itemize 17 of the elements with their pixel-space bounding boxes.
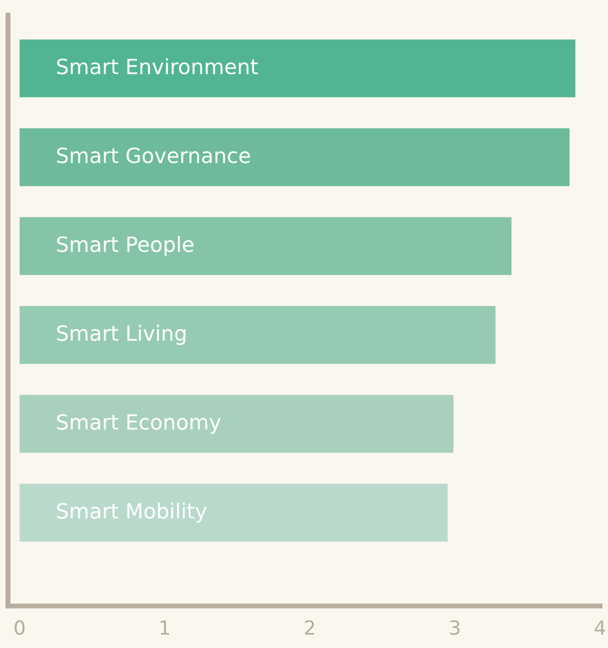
bar (20, 484, 448, 542)
x-tick-label: 2 (305, 620, 314, 635)
y-tick-label: Smart People (57, 236, 194, 256)
bar (20, 306, 496, 364)
y-tick-label: Smart Economy (57, 414, 221, 434)
x-tick-label: 3 (450, 620, 460, 635)
y-tick-label: Smart Governance (57, 147, 250, 164)
x-tick-label: 0 (14, 620, 24, 635)
bar (20, 128, 570, 186)
bar (20, 39, 576, 98)
y-tick-label: Smart Mobility (57, 502, 207, 523)
bar (20, 217, 512, 275)
x-tick-label: 4 (594, 620, 606, 635)
y-tick-label: Smart Living (57, 324, 186, 346)
y-tick-label: Smart Environment (57, 58, 258, 74)
bar (20, 394, 454, 453)
x-tick-label: 1 (160, 620, 170, 635)
